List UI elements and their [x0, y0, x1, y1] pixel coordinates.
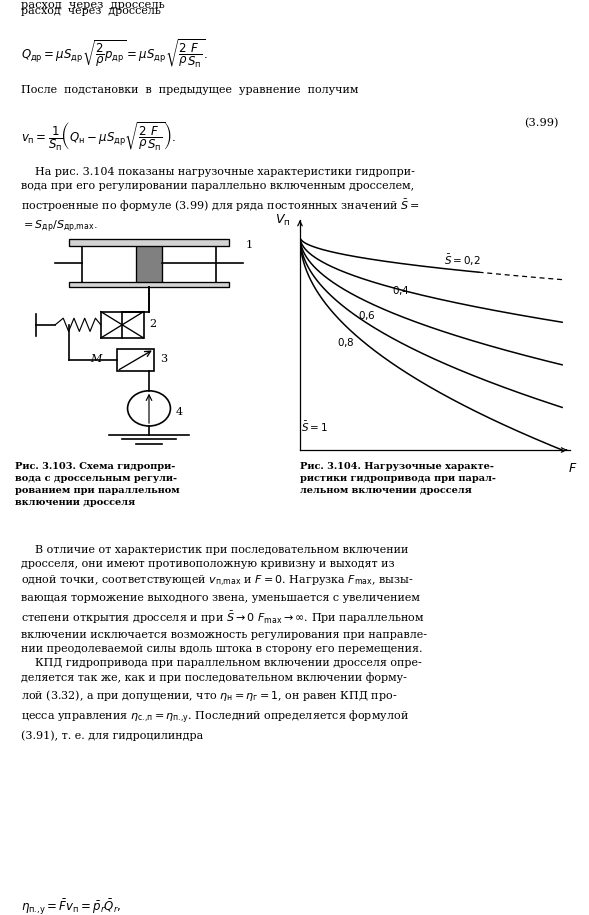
Text: Рис. 3.103. Схема гидропри-
вода с дроссельным регули-
рованием при параллельном: Рис. 3.103. Схема гидропри- вода с дросс…	[15, 462, 179, 508]
Text: После  подстановки  в  предыдущее  уравнение  получим: После подстановки в предыдущее уравнение…	[21, 85, 358, 95]
Text: $0{,}6$: $0{,}6$	[358, 309, 376, 322]
Text: $\eta_{\text{п.\,у}}=\bar{F}v_{\text{п}}=\bar{p}_r\bar{Q}_r,$: $\eta_{\text{п.\,у}}=\bar{F}v_{\text{п}}…	[21, 898, 121, 915]
Text: $\bar{S}=1$: $\bar{S}=1$	[302, 420, 328, 435]
Text: 2: 2	[149, 319, 156, 329]
Text: расход  через  дроссель: расход через дроссель	[21, 0, 164, 10]
Bar	[68, 239, 229, 245]
Text: 4: 4	[176, 407, 183, 417]
Text: $\bar{S}=0{,}2$: $\bar{S}=0{,}2$	[444, 253, 481, 268]
Bar	[101, 312, 144, 338]
Bar	[68, 282, 229, 287]
Text: $F$: $F$	[568, 462, 577, 475]
Bar	[82, 243, 216, 283]
Text: (3.99): (3.99)	[524, 118, 559, 128]
Text: расход  через  дроссель: расход через дроссель	[21, 6, 160, 16]
Text: На рис. 3.104 показаны нагрузочные характеристики гидропри-
вода при его регулир: На рис. 3.104 показаны нагрузочные харак…	[21, 167, 419, 235]
Text: $Q_{\text{др}}=\mu S_{\text{др}}\sqrt{\dfrac{2}{\rho}p_{\text{др}}}=\mu S_{\text: $Q_{\text{др}}=\mu S_{\text{др}}\sqrt{\d…	[21, 38, 208, 70]
Bar	[117, 349, 154, 371]
Text: В отличие от характеристик при последовательном включении
дросселя, они имеют пр: В отличие от характеристик при последова…	[21, 545, 426, 741]
Bar	[135, 242, 163, 285]
Text: $v_{\text{п}}=\dfrac{1}{S_{\text{п}}}\!\left(Q_{\text{н}}-\mu S_{\text{др}}\sqrt: $v_{\text{п}}=\dfrac{1}{S_{\text{п}}}\!\…	[21, 120, 176, 153]
Text: 3: 3	[160, 354, 167, 364]
Text: $V_{\text{п}}$: $V_{\text{п}}$	[276, 212, 291, 228]
Text: Рис. 3.104. Нагрузочные характе-
ристики гидропривода при парал-
лельном включен: Рис. 3.104. Нагрузочные характе- ристики…	[300, 462, 497, 495]
Text: 1: 1	[246, 240, 253, 250]
Text: M: M	[90, 354, 101, 364]
Text: $0{,}8$: $0{,}8$	[337, 336, 355, 349]
Text: $0{,}4$: $0{,}4$	[392, 284, 410, 296]
